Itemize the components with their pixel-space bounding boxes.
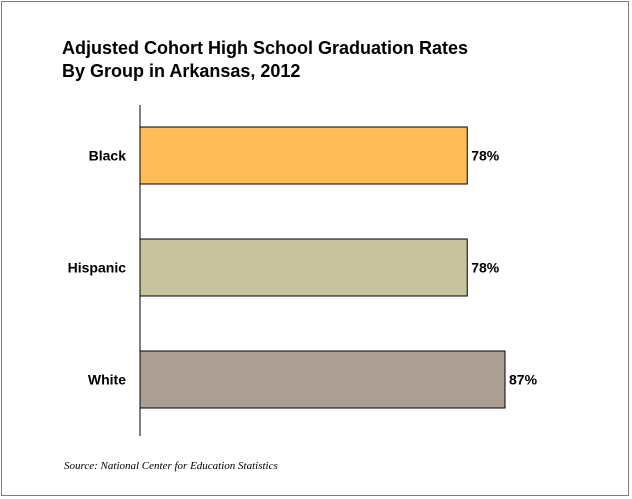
chart-title: Adjusted Cohort High School Graduation R…	[62, 37, 468, 83]
value-label-hispanic: 78%	[471, 260, 500, 276]
value-label-white: 87%	[509, 372, 538, 388]
category-label-white: White	[88, 372, 126, 388]
chart-title-line-1: Adjusted Cohort High School Graduation R…	[62, 38, 469, 58]
category-label-hispanic: Hispanic	[68, 260, 127, 276]
source-note: Source: National Center for Education St…	[64, 460, 278, 472]
bar-black	[139, 126, 468, 185]
value-label-black: 78%	[471, 148, 500, 164]
chart-title-line-2: By Group in Arkansas, 2012	[62, 61, 301, 81]
bars-group: Black 78% Hispanic 78% White 87%	[68, 126, 538, 409]
category-label-black: Black	[89, 148, 127, 164]
bar-hispanic	[139, 238, 468, 297]
bar-white	[139, 350, 506, 409]
